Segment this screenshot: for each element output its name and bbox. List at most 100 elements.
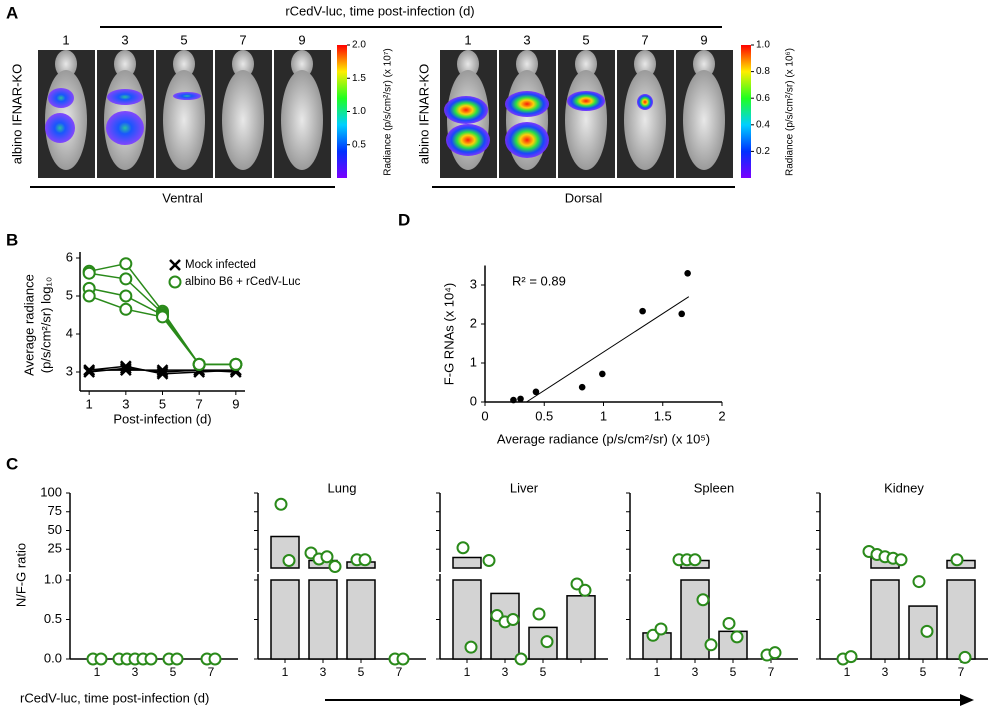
marker-x bbox=[119, 362, 132, 375]
panel-title: rCedV-luc, time post-infection (d) bbox=[285, 3, 474, 18]
x-tick-label: 0 bbox=[481, 408, 488, 423]
signal bbox=[107, 89, 143, 105]
point bbox=[894, 553, 908, 567]
mouse-head bbox=[291, 50, 313, 78]
colorbar-tick-label: 0.4 bbox=[756, 119, 770, 130]
colorbar-tick-label: 1.0 bbox=[756, 40, 770, 51]
y-tick-label: 1.0 bbox=[44, 571, 62, 586]
y-axis-label: (p/s/cm²/sr) log₁₀ bbox=[38, 277, 53, 373]
point bbox=[464, 640, 478, 654]
colorbar-label: Radiance (p/s/cm²/sr) (x 10⁶) bbox=[785, 48, 796, 176]
group-name: Lung bbox=[328, 480, 357, 495]
y-axis-label: Average radiance bbox=[21, 274, 36, 376]
bar-lower bbox=[308, 579, 338, 660]
colorbar bbox=[337, 45, 347, 178]
marker-x bbox=[83, 366, 96, 378]
day-label: 9 bbox=[298, 32, 305, 47]
point bbox=[208, 652, 222, 666]
y-tick-label: 100 bbox=[40, 484, 62, 499]
point bbox=[506, 613, 520, 626]
x-tick-label: 5 bbox=[358, 665, 365, 679]
point bbox=[456, 541, 470, 555]
marker-x bbox=[119, 364, 132, 376]
point bbox=[274, 497, 288, 511]
x-tick-label: 7 bbox=[196, 396, 203, 411]
group-name: Spleen bbox=[694, 480, 734, 495]
y-tick-label: 5 bbox=[66, 287, 73, 302]
point bbox=[396, 652, 410, 666]
point bbox=[282, 554, 296, 567]
x-tick-label: 7 bbox=[208, 665, 215, 679]
panel-label: D bbox=[398, 210, 410, 229]
x-tick-label: 9 bbox=[232, 396, 239, 411]
marker-circle bbox=[168, 275, 182, 289]
view-label: Ventral bbox=[162, 190, 203, 205]
day-label: 9 bbox=[700, 32, 707, 47]
marker-x bbox=[156, 368, 169, 380]
x-tick-label: 3 bbox=[692, 665, 699, 679]
signal bbox=[567, 91, 605, 111]
bar-lower bbox=[870, 579, 900, 660]
point bbox=[144, 652, 158, 666]
colorbar-tick-label: 0.6 bbox=[756, 93, 770, 104]
point bbox=[510, 396, 517, 404]
y-tick-label: 0.0 bbox=[44, 650, 62, 665]
mouse-body bbox=[624, 70, 666, 170]
bar-lower bbox=[270, 579, 300, 660]
y-tick-label: 0 bbox=[470, 393, 477, 408]
x-tick-label: 1 bbox=[94, 665, 101, 679]
marker-circle bbox=[119, 257, 133, 271]
x-tick-label: 5 bbox=[159, 396, 166, 411]
legend-label: Mock infected bbox=[185, 259, 256, 271]
marker-x bbox=[169, 259, 181, 271]
marker-x bbox=[156, 364, 169, 376]
x-axis-label: rCedV-luc, time post-infection (d) bbox=[20, 690, 209, 705]
colorbar-tick-label: 0.2 bbox=[756, 146, 770, 157]
x-axis-label: Average radiance (p/s/cm²/sr) (x 10⁵) bbox=[497, 431, 710, 446]
x-tick-label: 5 bbox=[170, 665, 177, 679]
day-label: 5 bbox=[582, 32, 589, 47]
colorbar-tick-label: 0.8 bbox=[756, 66, 770, 77]
marker-x bbox=[156, 366, 169, 378]
y-axis-label: N/F-G ratio bbox=[13, 543, 28, 607]
x-tick-label: 5 bbox=[920, 665, 927, 679]
x-tick-label: 3 bbox=[132, 665, 139, 679]
colorbar-tick-label: 1.5 bbox=[352, 73, 366, 84]
day-label: 3 bbox=[121, 32, 128, 47]
fit-line bbox=[526, 296, 690, 403]
mouse-head bbox=[114, 50, 136, 78]
marker-x bbox=[119, 360, 132, 373]
point bbox=[639, 307, 646, 315]
y-tick-label: 0.5 bbox=[44, 611, 62, 626]
point bbox=[532, 388, 540, 396]
bar-upper bbox=[452, 556, 482, 569]
point bbox=[578, 383, 586, 391]
marker-circle bbox=[82, 289, 96, 303]
bar bbox=[566, 595, 596, 660]
mouse-body bbox=[683, 70, 725, 170]
point bbox=[599, 370, 606, 378]
signal bbox=[505, 122, 549, 158]
x-tick-label: 1 bbox=[600, 408, 607, 423]
x-tick-label: 1 bbox=[654, 665, 661, 679]
x-tick-label: 1 bbox=[464, 665, 471, 679]
marker-circle bbox=[192, 357, 206, 371]
arrow-head bbox=[960, 694, 974, 706]
view-label: Dorsal bbox=[565, 190, 603, 205]
point bbox=[912, 575, 926, 589]
point bbox=[844, 650, 858, 664]
point bbox=[514, 652, 528, 666]
point bbox=[328, 560, 342, 573]
colorbar bbox=[741, 45, 751, 178]
x-axis-label: Post-infection (d) bbox=[113, 411, 211, 426]
mouse-body bbox=[565, 70, 607, 170]
x-tick-label: 3 bbox=[320, 665, 327, 679]
point bbox=[358, 553, 372, 567]
x-tick-label: 1 bbox=[282, 665, 289, 679]
day-label: 1 bbox=[464, 32, 471, 47]
point bbox=[678, 310, 686, 318]
point bbox=[532, 607, 546, 621]
point bbox=[958, 650, 972, 664]
colorbar-label: Radiance (p/s/cm²/sr) (x 10⁷) bbox=[383, 48, 394, 176]
